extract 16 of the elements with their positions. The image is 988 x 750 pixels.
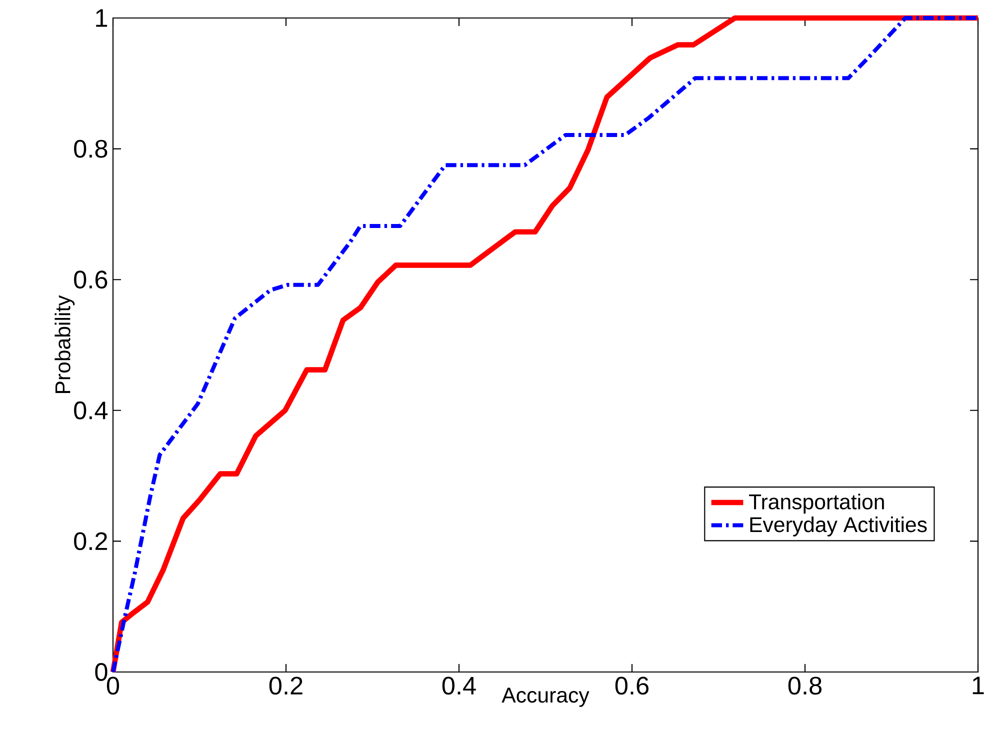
y-tick-label: 0.4: [74, 401, 108, 420]
x-tick-label: 0.2: [269, 676, 302, 695]
legend-label: Transportation: [749, 494, 884, 514]
y-tick-label: 1: [96, 9, 108, 27]
x-tick-label: 0.6: [615, 676, 648, 695]
y-tick-label: 0.2: [74, 532, 108, 550]
y-tick-label: 0: [95, 663, 108, 681]
x-tick-label: 0.8: [788, 676, 822, 695]
x-axis-title: Accuracy: [502, 688, 590, 707]
y-tick-label: 0.6: [74, 270, 108, 289]
legend-label: Everyday Activities: [750, 516, 927, 536]
y-tick-label: 0.8: [74, 140, 108, 158]
x-tick-label: 1: [972, 676, 984, 694]
x-tick-label: 0: [106, 676, 120, 695]
x-tick-label: 0.4: [442, 676, 476, 695]
y-axis-title: Probability: [54, 295, 75, 394]
